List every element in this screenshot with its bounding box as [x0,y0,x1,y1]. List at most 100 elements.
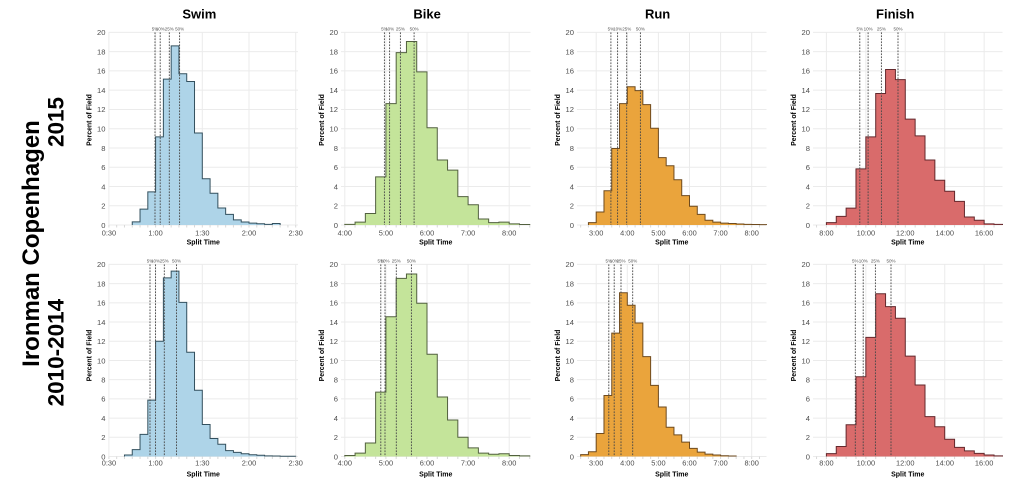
svg-text:6: 6 [334,395,338,404]
svg-text:8: 8 [334,144,338,153]
svg-text:20: 20 [97,28,105,37]
svg-text:6: 6 [806,395,810,404]
svg-text:10%: 10% [151,258,160,263]
svg-text:16: 16 [802,299,810,308]
svg-text:12: 12 [566,337,574,346]
svg-text:20: 20 [802,28,810,37]
svg-text:25%: 25% [165,26,174,31]
svg-text:Percent of Field: Percent of Field [87,94,94,146]
svg-text:6: 6 [570,395,574,404]
svg-text:20: 20 [97,260,105,269]
svg-text:8:00: 8:00 [819,228,833,237]
svg-text:6:00: 6:00 [420,228,434,237]
svg-text:Percent of Field: Percent of Field [319,94,326,146]
svg-text:18: 18 [802,47,810,56]
svg-text:7:00: 7:00 [713,458,727,467]
svg-text:Run: Run [645,7,670,22]
svg-text:12: 12 [330,105,338,114]
svg-text:18: 18 [97,279,105,288]
svg-text:8:00: 8:00 [745,228,759,237]
svg-text:4: 4 [806,182,810,191]
svg-text:10: 10 [330,356,338,365]
svg-text:5%: 5% [152,26,159,31]
svg-text:4: 4 [101,182,105,191]
svg-text:50%: 50% [410,26,419,31]
svg-text:0:30: 0:30 [102,228,116,237]
svg-text:4: 4 [570,414,574,423]
svg-text:2:30: 2:30 [289,458,303,467]
svg-text:5%: 5% [147,258,154,263]
svg-text:10%: 10% [385,26,394,31]
svg-text:10%: 10% [156,26,165,31]
svg-text:12:00: 12:00 [896,458,915,467]
svg-text:2:30: 2:30 [289,228,303,237]
svg-text:10: 10 [802,356,810,365]
svg-text:Split Time: Split Time [891,240,924,247]
svg-text:2: 2 [334,202,338,211]
svg-text:18: 18 [97,47,105,56]
svg-text:10: 10 [802,125,810,134]
svg-text:0: 0 [334,452,338,461]
svg-text:5:00: 5:00 [379,458,393,467]
svg-text:25%: 25% [871,258,880,263]
svg-text:10:00: 10:00 [857,458,876,467]
svg-text:Split Time: Split Time [187,240,220,247]
svg-text:8: 8 [806,375,810,384]
svg-text:10%: 10% [610,258,619,263]
svg-text:16:00: 16:00 [975,458,994,467]
svg-text:50%: 50% [893,26,902,31]
svg-text:Percent of Field: Percent of Field [555,94,562,146]
svg-text:20: 20 [330,28,338,37]
svg-text:14: 14 [566,86,574,95]
svg-text:8:00: 8:00 [819,458,833,467]
svg-text:Split Time: Split Time [419,240,452,247]
svg-text:6:00: 6:00 [682,228,696,237]
svg-text:16: 16 [97,67,105,76]
svg-text:12:00: 12:00 [896,228,915,237]
svg-text:50%: 50% [636,26,645,31]
svg-text:6:00: 6:00 [682,458,696,467]
svg-text:Ironman Copenhagen: Ironman Copenhagen [18,120,45,367]
svg-text:4:00: 4:00 [338,458,352,467]
svg-text:2: 2 [806,202,810,211]
svg-text:Swim: Swim [182,7,216,22]
svg-text:8:00: 8:00 [502,458,516,467]
svg-text:0: 0 [570,221,574,230]
svg-text:8:00: 8:00 [502,228,516,237]
svg-text:Split Time: Split Time [891,472,924,479]
svg-text:4: 4 [570,182,574,191]
svg-text:12: 12 [802,337,810,346]
svg-text:4: 4 [334,182,338,191]
svg-text:50%: 50% [172,258,181,263]
svg-text:25%: 25% [396,26,405,31]
svg-text:0: 0 [806,452,810,461]
svg-text:14: 14 [330,86,338,95]
svg-text:5:00: 5:00 [651,458,665,467]
svg-text:50%: 50% [628,258,637,263]
svg-text:10: 10 [97,356,105,365]
svg-text:10:00: 10:00 [857,228,876,237]
svg-text:5%: 5% [608,26,615,31]
svg-text:50%: 50% [886,258,895,263]
svg-text:5%: 5% [852,258,859,263]
svg-text:2: 2 [101,202,105,211]
svg-text:16: 16 [330,299,338,308]
svg-text:8: 8 [806,144,810,153]
svg-text:12: 12 [330,337,338,346]
svg-text:25%: 25% [160,258,169,263]
svg-text:2015: 2015 [43,97,68,147]
svg-text:8: 8 [101,144,105,153]
svg-text:2: 2 [334,433,338,442]
svg-text:Split Time: Split Time [655,472,688,479]
svg-text:10%: 10% [864,26,873,31]
svg-text:12: 12 [802,105,810,114]
svg-text:5:00: 5:00 [651,228,665,237]
svg-text:10: 10 [330,125,338,134]
svg-text:10: 10 [566,356,574,365]
svg-text:18: 18 [566,47,574,56]
svg-text:16: 16 [802,67,810,76]
svg-text:3:00: 3:00 [589,458,603,467]
svg-text:20: 20 [802,260,810,269]
svg-text:16:00: 16:00 [975,228,994,237]
svg-text:3:00: 3:00 [589,228,603,237]
